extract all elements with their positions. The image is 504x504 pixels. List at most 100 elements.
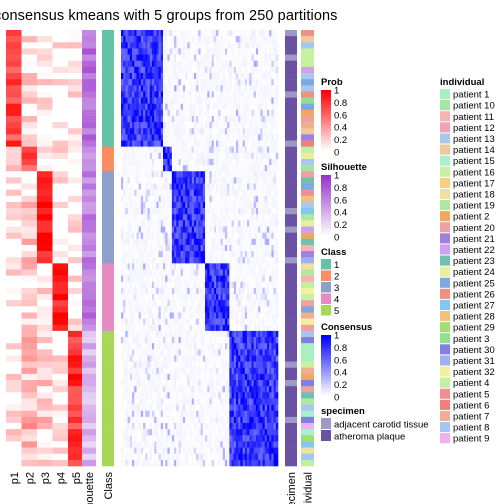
consensus-cell [202,226,206,233]
consensus-cell [169,244,173,252]
prob-cell [6,287,22,295]
consensus-cell [123,244,126,252]
consensus-cell [202,72,206,80]
consensus-cell [174,103,177,111]
individual-cell [301,54,314,62]
consensus-cell [151,91,155,98]
consensus-cell [218,287,221,295]
consensus-cell [260,257,263,264]
consensus-cell [271,48,274,55]
consensus-cell [154,361,157,369]
consensus-cell [185,140,188,147]
prob-cell [52,429,69,436]
consensus-cell [207,386,210,393]
consensus-cell [233,238,237,246]
consensus-cell [196,306,199,313]
individual-cell [301,201,314,209]
consensus-cell [238,103,241,111]
consensus-cell [207,318,210,326]
consensus-cell [207,54,210,62]
consensus-cell [262,140,266,147]
individual-cell [301,251,314,258]
consensus-cell [151,72,155,80]
consensus-cell [264,165,268,172]
consensus-cell [196,177,199,184]
consensus-cell [127,367,131,375]
consensus-cell [264,275,268,283]
consensus-cell [231,140,235,147]
consensus-cell [129,177,133,184]
consensus-cell [211,373,215,381]
consensus-cell [158,201,162,209]
consensus-cell [220,367,224,375]
consensus-cell [238,244,241,252]
consensus-cell [227,72,230,80]
consensus-cell [167,48,170,55]
consensus-cell [269,361,272,369]
silhouette-cell [82,423,96,430]
silhouette-cell [82,195,96,203]
consensus-cell [167,85,170,92]
consensus-cell [132,103,135,111]
consensus-cell [200,226,204,233]
prob-cell [37,103,53,111]
prob-cell [6,349,22,356]
class-cell [102,361,114,369]
consensus-cell [158,392,162,399]
specimen-cell [285,171,297,178]
consensus-cell [198,208,201,215]
prob-cell [21,66,38,74]
consensus-cell [174,91,177,98]
consensus-cell [165,158,168,166]
consensus-cell [129,355,133,362]
consensus-cell [244,115,248,123]
consensus-cell [125,281,128,289]
consensus-cell [149,171,153,178]
consensus-cell [154,251,157,258]
consensus-cell [258,30,261,37]
consensus-cell [156,251,159,258]
consensus-cell [218,263,221,270]
consensus-cell [205,287,208,295]
consensus-cell [275,165,279,172]
consensus-cell [235,115,239,123]
consensus-cell [224,275,228,283]
consensus-cell [171,72,175,80]
consensus-cell [176,226,179,233]
consensus-cell [242,269,246,276]
consensus-cell [193,183,197,190]
consensus-cell [216,214,219,221]
consensus-cell [180,177,184,184]
consensus-cell [158,158,162,166]
consensus-cell [275,115,279,123]
consensus-cell [247,244,250,252]
specimen-cell [285,103,297,111]
silhouette-cell [82,281,96,289]
consensus-cell [271,251,274,258]
consensus-cell [151,312,155,319]
consensus-cell [140,201,144,209]
consensus-cell [178,355,182,362]
consensus-cell [229,263,232,270]
consensus-cell [213,312,217,319]
prob-cell [68,232,84,240]
consensus-cell [275,373,279,381]
consensus-cell [129,232,133,240]
class-cell [102,355,114,362]
consensus-cell [249,30,252,37]
consensus-cell [143,330,146,338]
consensus-cell [167,275,170,283]
consensus-cell [132,54,135,62]
consensus-cell [149,238,153,246]
consensus-cell [216,171,219,178]
consensus-cell [224,171,228,178]
consensus-cell [200,257,204,264]
class-cell [102,275,114,283]
consensus-cell [125,60,128,68]
consensus-cell [125,183,128,190]
consensus-cell [129,361,133,369]
consensus-cell [156,158,159,166]
consensus-cell [271,232,274,240]
consensus-cell [260,36,263,43]
consensus-cell [171,79,175,86]
